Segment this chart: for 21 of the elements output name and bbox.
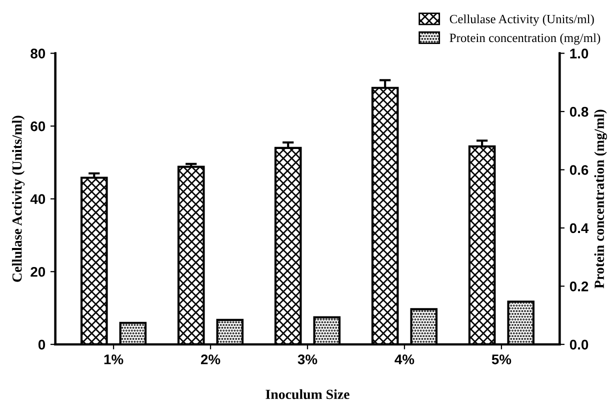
y-tick-label: 60 — [30, 121, 46, 132]
y2-tick-label: 0.2 — [570, 282, 588, 292]
y2-tick-label: 0.6 — [570, 165, 588, 175]
y2-tick-label: 0.0 — [570, 340, 588, 350]
y2-tick-label: 0.8 — [570, 106, 588, 117]
x-tick-label: 1% — [104, 354, 124, 364]
legend-label: Cellulase Activity (Units/ml) — [450, 14, 594, 26]
y2-tick-label: 1.0 — [570, 48, 588, 58]
y-tick-label: 20 — [30, 266, 46, 277]
y-tick-label: 0 — [38, 340, 46, 350]
y2-tick-label: 0.4 — [570, 223, 589, 234]
x-tick-label: 4% — [394, 354, 414, 364]
x-tick-label: 2% — [200, 354, 220, 364]
y-tick-label: 80 — [30, 48, 46, 58]
x-tick-label: 5% — [492, 354, 512, 364]
y-axis-title: Cellulase Activity (Units/ml) — [12, 116, 25, 282]
legend-label: Protein concentration (mg/ml) — [450, 33, 600, 45]
x-axis-title: Inoculum Size — [266, 389, 350, 400]
y2-axis-title: Protein concentration (mg/ml) — [594, 110, 607, 288]
x-tick-label: 3% — [298, 354, 318, 364]
y-tick-label: 40 — [30, 194, 46, 204]
